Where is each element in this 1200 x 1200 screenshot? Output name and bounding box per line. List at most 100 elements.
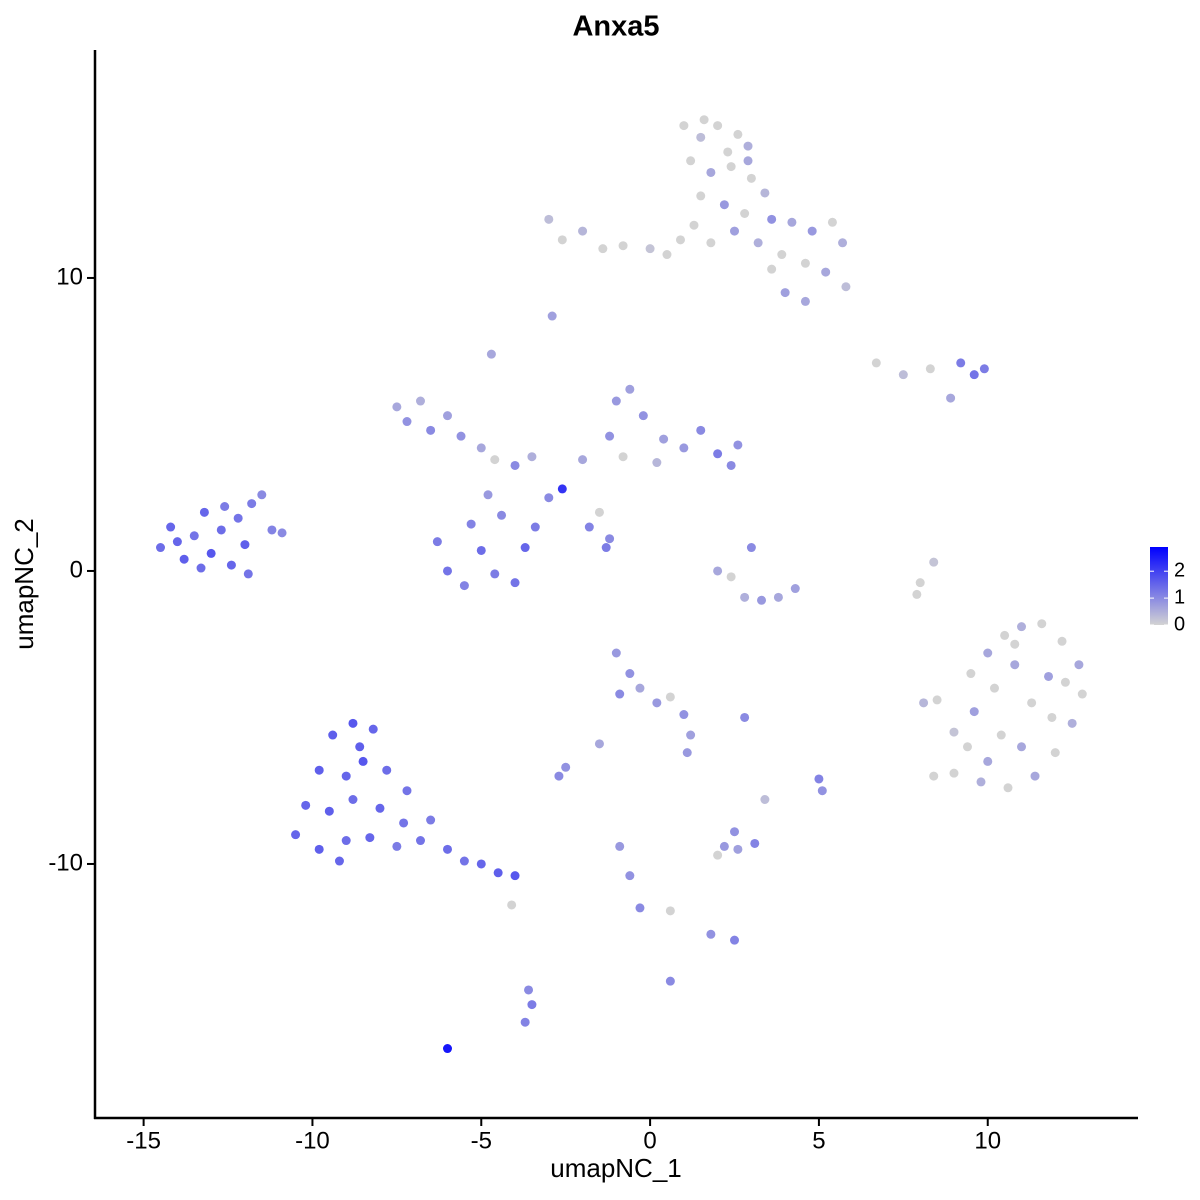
cell-point	[382, 765, 392, 775]
cell-point	[962, 742, 972, 752]
y-tick-label: 10	[56, 263, 83, 290]
cell-point	[635, 683, 645, 693]
cell-point	[956, 358, 966, 368]
cell-point	[544, 214, 554, 224]
cell-point	[1003, 783, 1013, 793]
cell-point	[706, 929, 716, 939]
cell-point	[520, 543, 530, 553]
cell-point	[871, 358, 881, 368]
cell-point	[618, 452, 628, 462]
cell-point	[1000, 630, 1010, 640]
cell-point	[375, 803, 385, 813]
cell-point	[507, 900, 517, 910]
cell-point	[314, 844, 324, 854]
cell-point	[216, 525, 226, 535]
cell-point	[686, 156, 696, 166]
cell-point	[719, 841, 729, 851]
cell-point	[578, 455, 588, 465]
cell-point	[615, 689, 625, 699]
cell-point	[713, 121, 723, 131]
cell-point	[426, 815, 436, 825]
cell-point	[611, 396, 621, 406]
cell-point	[969, 707, 979, 717]
cell-point	[267, 525, 277, 535]
cell-point	[733, 844, 743, 854]
cell-point	[486, 349, 496, 359]
cell-point	[915, 578, 925, 588]
cell-point	[557, 484, 567, 494]
cell-point	[760, 795, 770, 805]
cell-point	[490, 569, 500, 579]
cell-point	[746, 173, 756, 183]
cell-point	[814, 774, 824, 784]
cell-point	[817, 786, 827, 796]
cell-point	[1017, 622, 1027, 632]
x-tick-label: 10	[974, 1127, 1001, 1154]
cell-point	[189, 531, 199, 541]
cell-point	[341, 771, 351, 781]
cell-point	[919, 698, 929, 708]
cell-point	[611, 648, 621, 658]
cell-point	[557, 235, 567, 245]
cell-point	[483, 490, 493, 500]
cell-point	[392, 841, 402, 851]
cell-point	[713, 566, 723, 576]
cell-point	[443, 411, 453, 421]
cell-point	[443, 844, 453, 854]
cell-point	[912, 589, 922, 599]
cell-point	[466, 519, 476, 529]
cell-point	[665, 906, 675, 916]
cell-point	[733, 129, 743, 139]
cell-point	[746, 543, 756, 553]
cell-point	[402, 786, 412, 796]
cell-point	[925, 364, 935, 374]
cell-point	[740, 592, 750, 602]
cell-point	[800, 296, 810, 306]
cell-point	[1047, 712, 1057, 722]
cell-point	[726, 162, 736, 172]
cell-point	[760, 188, 770, 198]
cell-point	[1067, 718, 1077, 728]
cell-point	[743, 141, 753, 151]
cell-point	[220, 502, 230, 512]
cell-point	[665, 692, 675, 702]
cell-point	[247, 499, 257, 509]
cell-point	[510, 460, 520, 470]
cell-point	[618, 241, 628, 251]
cell-point	[1010, 660, 1020, 670]
cell-point	[426, 425, 436, 435]
cell-point	[726, 572, 736, 582]
cell-point	[1050, 748, 1060, 758]
cell-point	[753, 238, 763, 248]
cell-point	[365, 833, 375, 843]
cell-point	[679, 121, 689, 131]
cell-point	[510, 871, 520, 881]
cell-point	[726, 460, 736, 470]
cell-point	[625, 871, 635, 881]
cell-point	[524, 985, 534, 995]
cell-point	[520, 1017, 530, 1027]
cell-point	[719, 200, 729, 210]
cell-point	[706, 167, 716, 177]
cell-point	[740, 712, 750, 722]
cell-point	[787, 217, 797, 227]
cell-point	[652, 458, 662, 468]
cell-point	[348, 718, 358, 728]
cell-point	[206, 548, 216, 558]
cell-point	[368, 724, 378, 734]
cell-point	[838, 238, 848, 248]
cell-point	[1060, 677, 1070, 687]
cell-point	[456, 431, 466, 441]
cell-point	[645, 244, 655, 254]
cell-point	[730, 827, 740, 837]
cell-point	[1077, 689, 1087, 699]
cell-point	[898, 370, 908, 380]
cell-point	[490, 455, 500, 465]
cell-point	[969, 370, 979, 380]
cell-point	[459, 581, 469, 591]
cell-point	[530, 522, 540, 532]
cell-point	[172, 537, 182, 547]
cell-point	[827, 217, 837, 227]
cell-point	[199, 507, 209, 517]
